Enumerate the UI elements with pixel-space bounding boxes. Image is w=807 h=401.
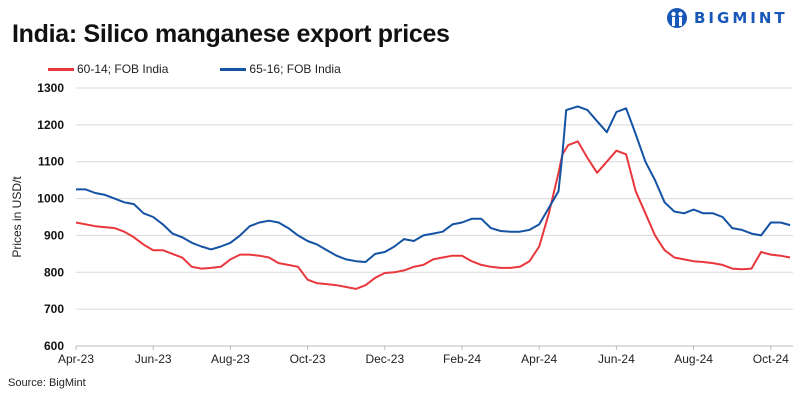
y-axis-label: Prices in USD/t	[10, 176, 24, 258]
x-tick-label: Aug-23	[211, 352, 250, 366]
x-tick-label: Aug-24	[674, 352, 713, 366]
series-line-60-14	[75, 140, 791, 290]
legend-swatch-blue	[220, 67, 247, 71]
legend-item-60-14: 60-14; FOB India	[48, 62, 168, 76]
x-tick-label: Jun-24	[598, 352, 635, 366]
brand-name: BIGMINT	[694, 9, 788, 27]
legend: 60-14; FOB India 65-16; FOB India	[48, 62, 341, 76]
legend-label: 65-16; FOB India	[249, 62, 341, 76]
y-tick-label: 1100	[38, 155, 64, 169]
y-tick-label: 900	[44, 228, 64, 242]
x-tick-label: Apr-23	[58, 352, 94, 366]
legend-label: 60-14; FOB India	[77, 62, 169, 76]
y-tick-label: 1000	[37, 192, 64, 206]
series-line-65-16	[76, 105, 791, 263]
x-tick-label: Dec-23	[365, 352, 404, 366]
bigmint-logo-icon	[667, 8, 687, 28]
y-tick-label: 800	[44, 265, 64, 279]
chart-title: India: Silico manganese export prices	[12, 20, 450, 48]
y-tick-label: 700	[44, 302, 64, 316]
y-tick-label: 1300	[37, 81, 64, 95]
legend-item-65-16: 65-16; FOB India	[220, 62, 341, 76]
y-tick-label: 600	[44, 339, 64, 353]
y-tick-label: 1200	[37, 118, 64, 132]
legend-swatch-red	[48, 67, 74, 71]
bigmint-logo: BIGMINT	[666, 7, 788, 29]
x-tick-label: Feb-24	[443, 352, 481, 366]
source-note: Source: BigMint	[8, 377, 86, 389]
x-tick-label: Oct-23	[290, 352, 326, 366]
x-tick-label: Jun-23	[135, 352, 172, 366]
x-tick-label: Apr-24	[521, 352, 557, 366]
x-tick-label: Oct-24	[753, 352, 789, 366]
